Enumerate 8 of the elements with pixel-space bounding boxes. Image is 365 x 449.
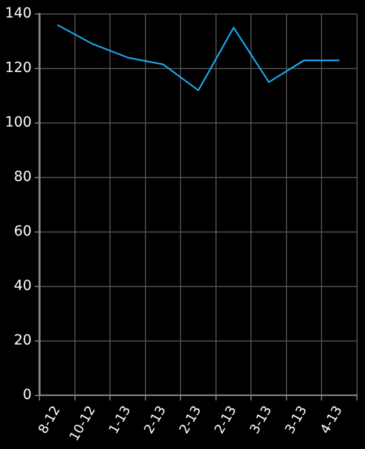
y-tick-label: 0: [22, 387, 32, 404]
y-tick-label: 60: [14, 224, 32, 240]
y-tick-label: 100: [4, 114, 32, 131]
y-tick-label: 120: [4, 60, 32, 76]
y-tick-label: 80: [14, 169, 32, 186]
y-tick-label: 40: [14, 278, 32, 294]
y-tick-label: 20: [14, 332, 32, 349]
y-tick-label: 140: [4, 6, 32, 22]
